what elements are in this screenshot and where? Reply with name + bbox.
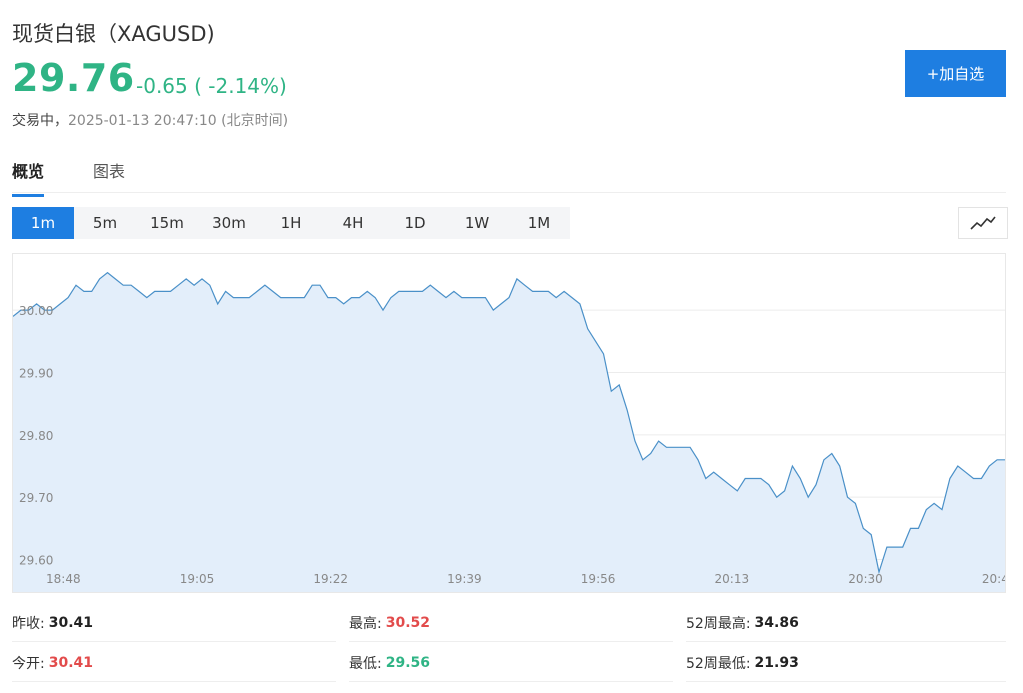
x-tick-label: 20:30 (848, 572, 883, 586)
x-tick-label: 19:56 (581, 572, 616, 586)
stat-label: 最高: (349, 615, 382, 632)
x-tick-label: 18:48 (46, 572, 81, 586)
x-tick-label: 20:4 (982, 572, 1006, 586)
period-15m[interactable]: 15m (150, 214, 184, 232)
period-1w[interactable]: 1W (464, 214, 490, 232)
period-5m[interactable]: 5m (92, 214, 118, 232)
price-change: -0.65 ( -2.14%) (136, 74, 287, 98)
trading-status: 交易中，2025-01-13 20:47:10 (北京时间) (12, 110, 288, 130)
period-selector: 1m 5m 15m 30m 1H 4H 1D 1W 1M (12, 207, 570, 239)
y-tick-label: 29.90 (19, 366, 53, 380)
y-tick-label: 29.70 (19, 491, 53, 505)
stat-low: 最低: 29.56 (349, 644, 673, 682)
x-tick-label: 19:39 (447, 572, 482, 586)
price-line (13, 271, 1005, 575)
page-title: 现货白银（XAGUSD) (12, 22, 215, 46)
stat-52w-low: 52周最低: 21.93 (686, 644, 1006, 682)
y-tick-label: 29.60 (19, 554, 53, 568)
stat-value: 30.52 (385, 614, 431, 631)
price-area (13, 272, 1005, 592)
period-1h[interactable]: 1H (280, 214, 302, 232)
tab-bar: 概览 图表 (12, 150, 1006, 197)
stat-label: 52周最低: (686, 655, 751, 672)
line-chart-icon[interactable] (958, 207, 1008, 239)
stat-value: 30.41 (48, 654, 94, 671)
x-tick-label: 20:13 (715, 572, 750, 586)
stat-value: 30.41 (48, 614, 94, 631)
period-1m[interactable]: 1m (12, 207, 74, 239)
stat-prev-close: 昨收: 30.41 (12, 604, 336, 642)
tab-overview[interactable]: 概览 (12, 158, 45, 197)
y-tick-label: 29.80 (19, 429, 53, 443)
y-tick-label: 30.00 (19, 304, 53, 318)
stat-open: 今开: 30.41 (12, 644, 336, 682)
stat-value: 21.93 (754, 654, 799, 671)
stat-label: 52周最高: (686, 615, 751, 632)
period-1mo[interactable]: 1M (527, 214, 551, 232)
x-tick-label: 19:22 (313, 572, 348, 586)
current-price: 29.76 (12, 56, 135, 100)
stat-label: 最低: (349, 655, 382, 672)
stat-high: 最高: 30.52 (349, 604, 673, 642)
price-chart-svg: 30.00 29.90 29.80 29.70 29.60 18:48 19:05 19:22… (13, 271, 1006, 592)
period-30m[interactable]: 30m (212, 214, 246, 232)
status-label: 交易中， (12, 113, 68, 129)
stat-label: 今开: (12, 655, 45, 672)
period-4h[interactable]: 4H (342, 214, 364, 232)
stat-value: 29.56 (385, 654, 431, 671)
stat-label: 昨收: (12, 615, 45, 632)
status-time: 2025-01-13 20:47:10 (北京时间) (68, 113, 289, 129)
stat-value: 34.86 (754, 614, 799, 631)
x-tick-label: 19:05 (180, 572, 215, 586)
price-chart: 30.00 29.90 29.80 29.70 29.60 18:48 19:05 19:22… (12, 253, 1006, 593)
tab-chart[interactable]: 图表 (93, 162, 126, 181)
add-watchlist-button[interactable]: +加自选 (905, 50, 1006, 97)
stat-52w-high: 52周最高: 34.86 (686, 604, 1006, 642)
period-1d[interactable]: 1D (404, 214, 426, 232)
